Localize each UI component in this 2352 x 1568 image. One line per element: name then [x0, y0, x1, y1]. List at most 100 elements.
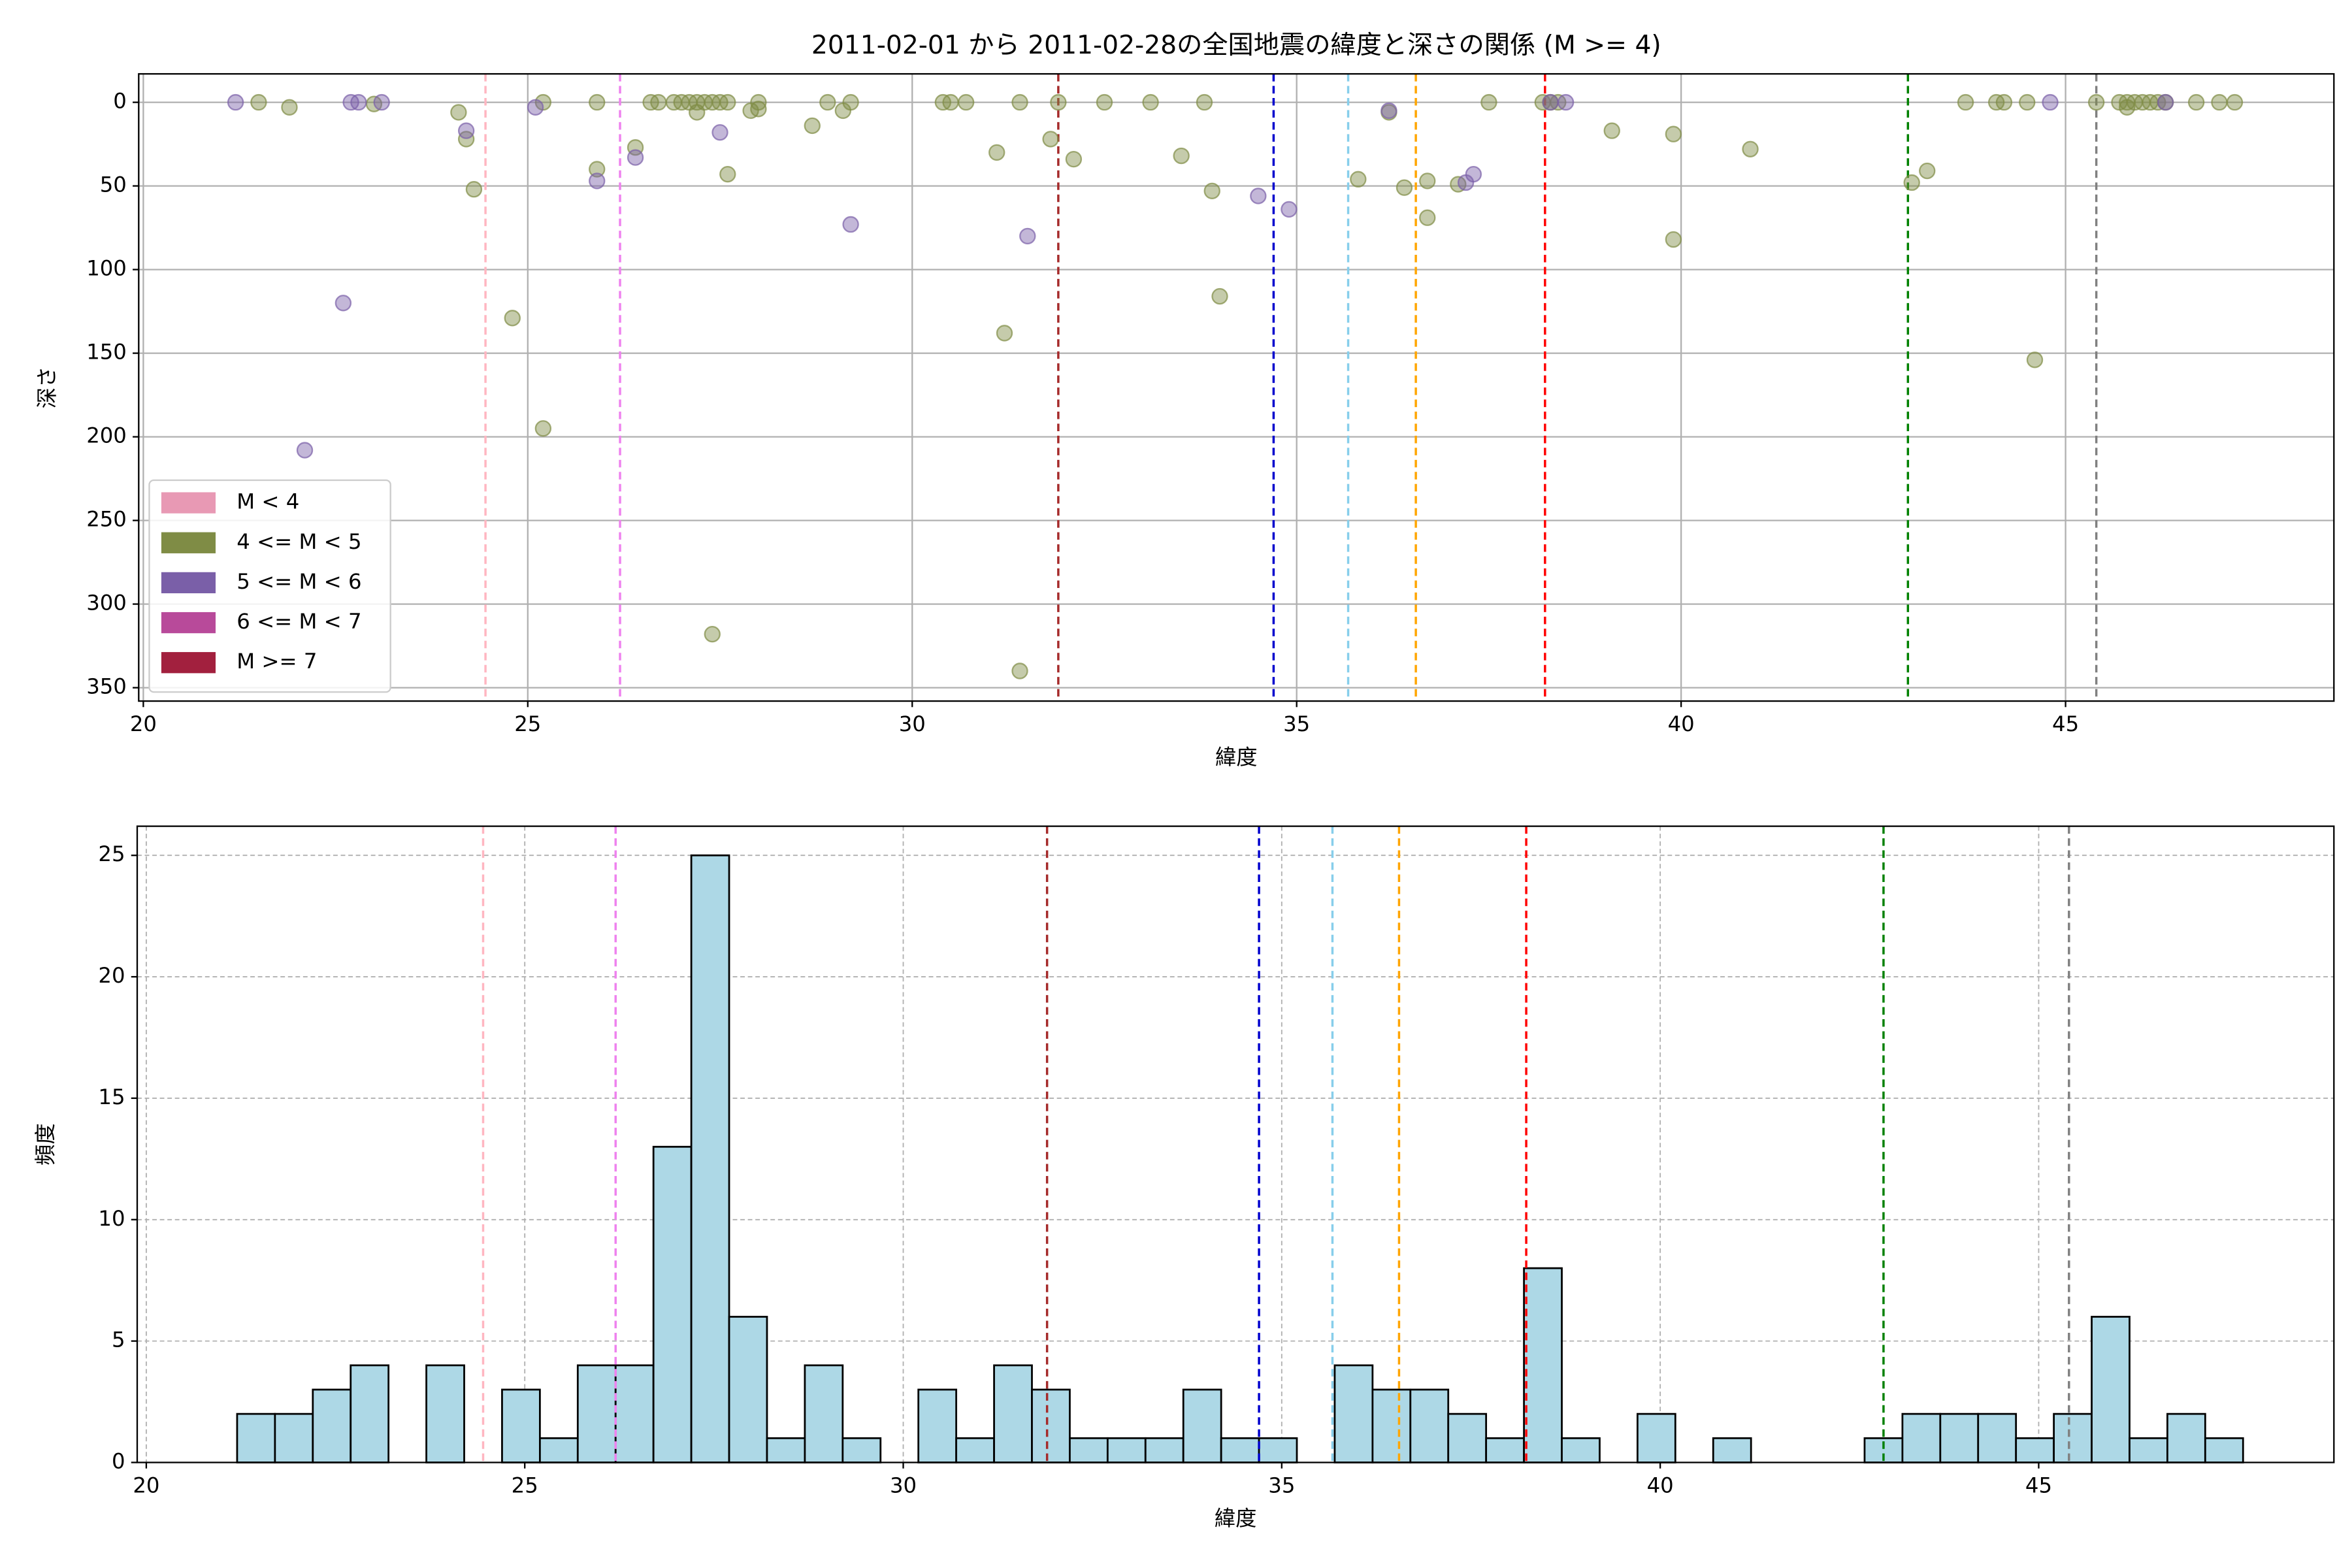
data-point	[1665, 125, 1682, 142]
data-point	[335, 295, 352, 312]
y-tick-label: 300	[86, 591, 127, 615]
histogram-bar	[576, 1364, 617, 1463]
x-tick-label: 30	[899, 711, 926, 736]
axes-frame	[136, 825, 2335, 1463]
data-point	[450, 104, 467, 121]
data-point	[589, 161, 606, 178]
y-tick-label: 100	[86, 256, 127, 281]
data-point	[2042, 93, 2059, 111]
data-point	[711, 123, 728, 141]
legend-swatch	[161, 492, 216, 514]
legend-swatch	[161, 572, 216, 594]
data-point	[1050, 93, 1067, 111]
data-point	[296, 442, 314, 459]
data-point	[1196, 93, 1213, 111]
histogram-bar	[1523, 1267, 1563, 1463]
data-point	[996, 325, 1013, 342]
histogram-bar	[804, 1364, 844, 1463]
data-point	[2087, 93, 2105, 111]
data-point	[1380, 102, 1397, 120]
histogram-bar	[2053, 1413, 2093, 1463]
histogram-bar	[841, 1437, 882, 1463]
histogram-bar	[1485, 1437, 1525, 1463]
legend-label: 6 <= M < 7	[237, 609, 361, 634]
data-point	[227, 93, 244, 111]
x-tick-label: 35	[1268, 1473, 1295, 1497]
histogram-bar	[2015, 1437, 2055, 1463]
histogram-bar	[1447, 1413, 1488, 1463]
y-tick-label: 25	[98, 841, 125, 866]
x-tick-label: 45	[2052, 711, 2079, 736]
x-axis-label: 緯度	[1215, 745, 1258, 770]
data-point	[1011, 662, 1028, 679]
x-tick-label: 35	[1283, 711, 1310, 736]
histogram-bar	[2091, 1316, 2131, 1463]
data-point	[1281, 201, 1298, 218]
data-point	[719, 93, 736, 111]
legend-label: M >= 7	[237, 649, 317, 674]
histogram-bar	[728, 1316, 768, 1463]
data-point	[281, 99, 298, 116]
data-point	[627, 149, 644, 166]
legend-swatch	[161, 652, 216, 674]
histogram-bar	[1031, 1388, 1071, 1463]
data-point	[589, 93, 606, 111]
data-point	[988, 144, 1005, 161]
data-point	[457, 122, 475, 139]
legend-swatch	[161, 612, 216, 634]
data-point	[750, 101, 767, 118]
data-point	[1419, 172, 1436, 189]
data-point	[1142, 93, 1159, 111]
data-point	[1557, 93, 1575, 111]
data-point	[819, 93, 836, 111]
data-point	[250, 93, 267, 111]
histogram-bar	[1333, 1364, 1374, 1463]
histogram-bar	[274, 1413, 314, 1463]
data-point	[2226, 93, 2244, 111]
data-point	[1250, 188, 1267, 204]
histogram-bar	[1371, 1388, 1412, 1463]
x-axis-label: 緯度	[1215, 1506, 1257, 1531]
data-point	[2119, 99, 2136, 116]
data-point	[1203, 182, 1220, 199]
histogram-bar	[1182, 1388, 1222, 1463]
y-tick-label: 200	[86, 423, 127, 448]
data-point	[1542, 93, 1559, 111]
data-point	[957, 93, 975, 111]
data-point	[704, 625, 721, 643]
y-tick-label: 10	[98, 1206, 125, 1231]
data-point	[350, 93, 367, 111]
histogram-bar	[614, 1364, 655, 1463]
data-point	[2019, 93, 2036, 111]
legend-label: M < 4	[237, 489, 299, 514]
data-point	[534, 420, 552, 437]
chart-title: 2011-02-01 から 2011-02-28の全国地震の緯度と深さの関係 (…	[811, 31, 1661, 60]
histogram-bar	[1258, 1437, 1298, 1463]
data-point	[1042, 131, 1059, 148]
histogram-bar	[1712, 1437, 1752, 1463]
y-tick-label: 250	[86, 507, 127, 532]
legend-label: 4 <= M < 5	[237, 529, 361, 554]
data-point	[1995, 93, 2013, 111]
data-point	[1665, 231, 1682, 248]
histogram-bar	[2204, 1437, 2244, 1463]
y-tick-label: 15	[98, 1085, 125, 1109]
legend-swatch	[161, 532, 216, 553]
y-tick-label: 20	[98, 963, 125, 988]
histogram-bar	[993, 1364, 1033, 1463]
data-point	[1480, 93, 1497, 111]
y-tick-label: 50	[100, 172, 127, 197]
histogram-bar	[1561, 1437, 1601, 1463]
y-tick-label: 350	[86, 674, 127, 699]
histogram-bar	[917, 1388, 958, 1463]
data-point	[1957, 93, 1974, 111]
histogram-bar	[1939, 1413, 1980, 1463]
y-tick-label: 150	[86, 340, 127, 365]
x-tick-label: 30	[890, 1473, 917, 1497]
x-tick-label: 40	[1668, 711, 1695, 736]
data-point	[1350, 171, 1367, 188]
data-point	[650, 93, 667, 111]
histogram-bar	[538, 1437, 579, 1463]
data-point	[2211, 93, 2228, 111]
histogram-bar	[1144, 1437, 1184, 1463]
